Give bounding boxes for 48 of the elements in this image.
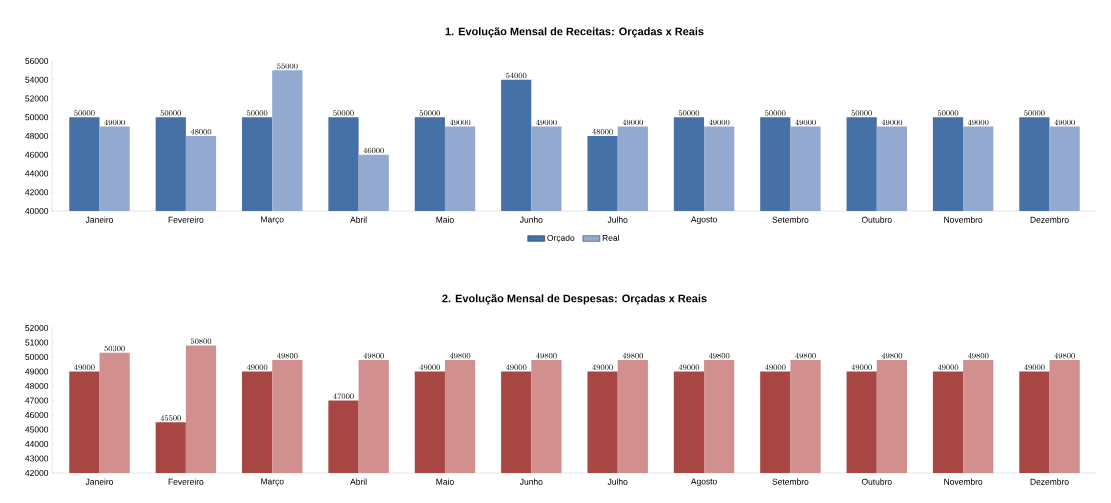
x-tick-label: Dezembro — [1030, 478, 1069, 485]
x-tick-label: Abril — [350, 478, 367, 485]
y-tick-label: 51000 — [25, 339, 49, 346]
y-tick-label: 43000 — [25, 455, 49, 462]
y-tick-label: 49000 — [25, 368, 49, 375]
x-tick-label: Fevereiro — [168, 478, 204, 485]
legend-label: Orçado — [547, 234, 575, 243]
y-tick-label: 48000 — [25, 133, 49, 139]
x-tick-label: Junho — [519, 478, 543, 485]
x-tick-label: Maio — [436, 216, 454, 223]
x-tick-label: Março — [261, 216, 284, 225]
x-tick-label: Janeiro — [85, 216, 114, 223]
x-tick-label: Abril — [350, 216, 367, 223]
x-tick-label: Outubro — [861, 216, 892, 223]
y-tick-label: 46000 — [25, 412, 49, 418]
x-tick-label: Agosto — [690, 478, 717, 487]
y-tick-label: 42000 — [25, 470, 49, 476]
x-tick-label: Agosto — [690, 216, 717, 225]
y-tick-label: 42000 — [25, 189, 49, 196]
y-tick-label: 52000 — [25, 325, 49, 331]
y-tick-label: 56000 — [25, 58, 49, 64]
x-tick-label: Junho — [519, 216, 543, 223]
y-tick-label: 40000 — [25, 208, 49, 214]
x-tick-label: Setembro — [772, 478, 809, 485]
x-tick-label: Maio — [436, 478, 454, 485]
y-tick-label: 44000 — [25, 170, 49, 177]
y-tick-label: 44000 — [25, 441, 49, 447]
x-tick-label: Março — [261, 478, 284, 487]
y-tick-label: 54000 — [25, 76, 49, 83]
x-tick-label: Janeiro — [85, 478, 114, 485]
x-tick-label: Julho — [607, 216, 628, 223]
y-tick-label: 50000 — [25, 114, 49, 121]
x-tick-label: Novembro — [944, 478, 983, 485]
y-tick-label: 46000 — [25, 151, 49, 158]
chart-title: 1. Evolução Mensal de Receitas: Orçadas x Reais — [445, 27, 704, 38]
y-tick-label: 52000 — [25, 95, 49, 102]
x-tick-label: Fevereiro — [168, 216, 204, 223]
y-tick-label: 48000 — [25, 383, 49, 389]
y-tick-label: 45000 — [25, 426, 49, 433]
x-tick-label: Novembro — [944, 216, 983, 223]
y-tick-label: 47000 — [25, 397, 49, 404]
y-tick-label: 50000 — [25, 354, 49, 360]
x-tick-label: Dezembro — [1030, 216, 1069, 223]
x-tick-label: Setembro — [772, 216, 809, 223]
legend-label: Real — [602, 234, 619, 241]
x-tick-label: Julho — [607, 478, 628, 485]
x-tick-label: Outubro — [861, 478, 892, 485]
chart-title: 2. Evolução Mensal de Despesas: Orçadas x Reais — [442, 294, 707, 305]
